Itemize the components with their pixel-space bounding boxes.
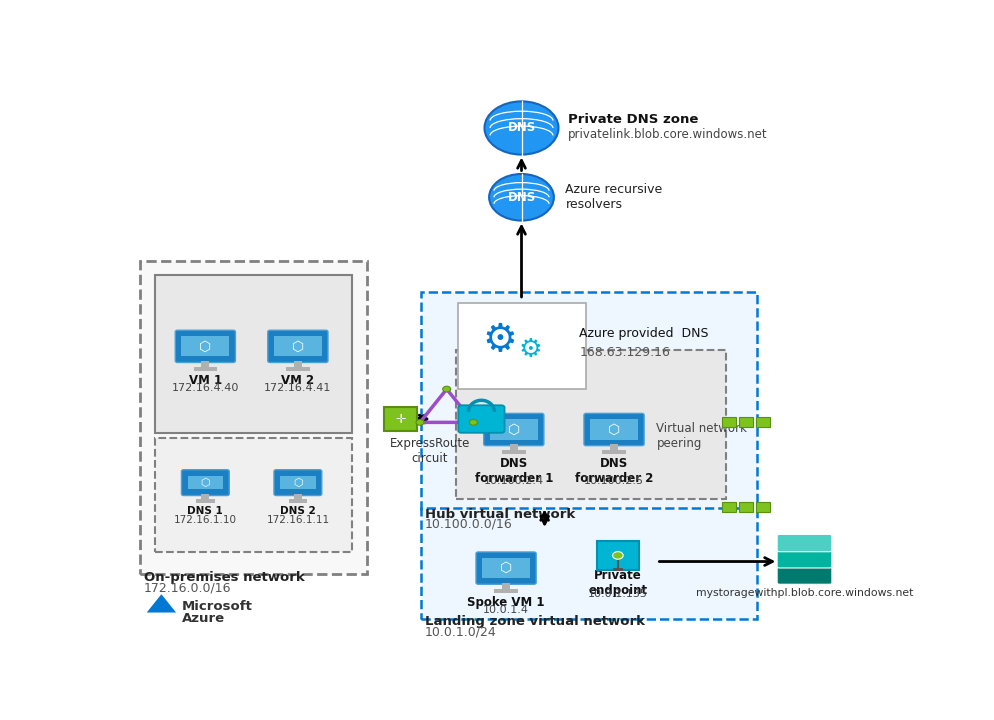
FancyBboxPatch shape	[181, 336, 229, 356]
FancyBboxPatch shape	[475, 552, 536, 584]
FancyBboxPatch shape	[288, 499, 307, 503]
Text: DNS 1: DNS 1	[187, 505, 223, 516]
Text: ExpressRoute
circuit: ExpressRoute circuit	[390, 437, 469, 465]
FancyBboxPatch shape	[194, 367, 217, 371]
FancyBboxPatch shape	[188, 476, 223, 490]
FancyBboxPatch shape	[458, 302, 584, 389]
FancyBboxPatch shape	[776, 567, 831, 584]
FancyBboxPatch shape	[509, 444, 517, 451]
FancyBboxPatch shape	[155, 275, 352, 433]
FancyBboxPatch shape	[294, 361, 301, 367]
Text: Hub virtual network: Hub virtual network	[424, 508, 575, 521]
Text: 168.63.129.16: 168.63.129.16	[579, 346, 670, 359]
Circle shape	[612, 552, 622, 559]
Text: Azure provided  DNS: Azure provided DNS	[579, 327, 708, 340]
Text: mystoragewithpl.blob.core.windows.net: mystoragewithpl.blob.core.windows.net	[695, 588, 912, 598]
FancyBboxPatch shape	[776, 551, 831, 568]
Text: Landing zone virtual network: Landing zone virtual network	[424, 616, 644, 629]
Text: ⬡: ⬡	[507, 423, 519, 436]
Text: 172.16.0.0/16: 172.16.0.0/16	[143, 582, 231, 595]
FancyBboxPatch shape	[482, 558, 530, 578]
Text: DNS: DNS	[507, 122, 535, 135]
Text: 172.16.4.40: 172.16.4.40	[172, 383, 239, 393]
Text: 172.16.4.41: 172.16.4.41	[264, 383, 331, 393]
Text: DNS
forwarder 2: DNS forwarder 2	[575, 457, 653, 485]
Text: ⬡: ⬡	[291, 339, 303, 354]
FancyBboxPatch shape	[273, 469, 321, 495]
Text: 10.100.2.5: 10.100.2.5	[583, 476, 643, 486]
Text: ⬡: ⬡	[292, 477, 302, 487]
Text: Azure: Azure	[182, 612, 225, 625]
Text: Spoke VM 1: Spoke VM 1	[467, 595, 545, 608]
FancyBboxPatch shape	[201, 361, 209, 367]
Text: 172.16.1.11: 172.16.1.11	[266, 515, 329, 525]
FancyBboxPatch shape	[196, 499, 215, 503]
FancyBboxPatch shape	[420, 508, 756, 618]
FancyBboxPatch shape	[458, 405, 504, 433]
FancyBboxPatch shape	[583, 413, 643, 446]
Text: ⚙: ⚙	[519, 337, 542, 363]
FancyBboxPatch shape	[483, 413, 544, 446]
FancyBboxPatch shape	[502, 451, 525, 454]
Circle shape	[489, 174, 554, 220]
Text: Virtual network
peering: Virtual network peering	[656, 422, 746, 450]
FancyBboxPatch shape	[286, 367, 309, 371]
Text: VM 1: VM 1	[189, 374, 222, 387]
Text: ⚙: ⚙	[482, 321, 517, 359]
Text: DNS
forwarder 1: DNS forwarder 1	[474, 457, 553, 485]
FancyBboxPatch shape	[280, 476, 315, 490]
FancyBboxPatch shape	[612, 569, 622, 570]
FancyBboxPatch shape	[589, 420, 637, 439]
Text: 10.0.1.135: 10.0.1.135	[587, 589, 647, 599]
Circle shape	[484, 102, 558, 155]
FancyBboxPatch shape	[455, 350, 726, 500]
Text: Azure recursive
resolvers: Azure recursive resolvers	[565, 184, 662, 211]
FancyBboxPatch shape	[489, 420, 537, 439]
FancyBboxPatch shape	[155, 438, 352, 552]
Text: 10.100.2.4: 10.100.2.4	[483, 476, 544, 486]
Text: VM 2: VM 2	[281, 374, 314, 387]
Text: ⬡: ⬡	[200, 477, 210, 487]
FancyBboxPatch shape	[201, 494, 209, 499]
FancyBboxPatch shape	[273, 336, 321, 356]
FancyBboxPatch shape	[175, 330, 236, 362]
Text: DNS 2: DNS 2	[279, 505, 315, 516]
Text: 172.16.1.10: 172.16.1.10	[174, 515, 237, 525]
Text: Private DNS zone: Private DNS zone	[568, 113, 698, 126]
Text: On-premises network: On-premises network	[143, 572, 304, 585]
Circle shape	[415, 420, 423, 426]
FancyBboxPatch shape	[181, 469, 229, 495]
FancyBboxPatch shape	[294, 494, 301, 499]
FancyBboxPatch shape	[502, 582, 509, 589]
FancyBboxPatch shape	[776, 534, 831, 552]
Text: 10.0.1.4: 10.0.1.4	[483, 605, 529, 615]
FancyBboxPatch shape	[420, 292, 756, 510]
Text: ⬡: ⬡	[607, 423, 619, 436]
Text: 10.100.0.0/16: 10.100.0.0/16	[424, 518, 512, 531]
Text: DNS: DNS	[507, 191, 535, 204]
Circle shape	[442, 386, 450, 392]
FancyBboxPatch shape	[609, 444, 617, 451]
Text: privatelink.blob.core.windows.net: privatelink.blob.core.windows.net	[568, 128, 766, 141]
Text: Private
endpoint: Private endpoint	[587, 569, 647, 597]
FancyBboxPatch shape	[494, 589, 517, 593]
Circle shape	[469, 420, 477, 426]
FancyBboxPatch shape	[267, 330, 328, 362]
Text: ⬡: ⬡	[199, 339, 211, 354]
FancyBboxPatch shape	[601, 451, 625, 454]
Text: ⬡: ⬡	[500, 561, 512, 575]
Text: Microsoft: Microsoft	[182, 600, 252, 613]
FancyBboxPatch shape	[139, 261, 367, 575]
Text: 10.0.1.0/24: 10.0.1.0/24	[424, 625, 496, 638]
Text: ✛: ✛	[395, 413, 406, 426]
